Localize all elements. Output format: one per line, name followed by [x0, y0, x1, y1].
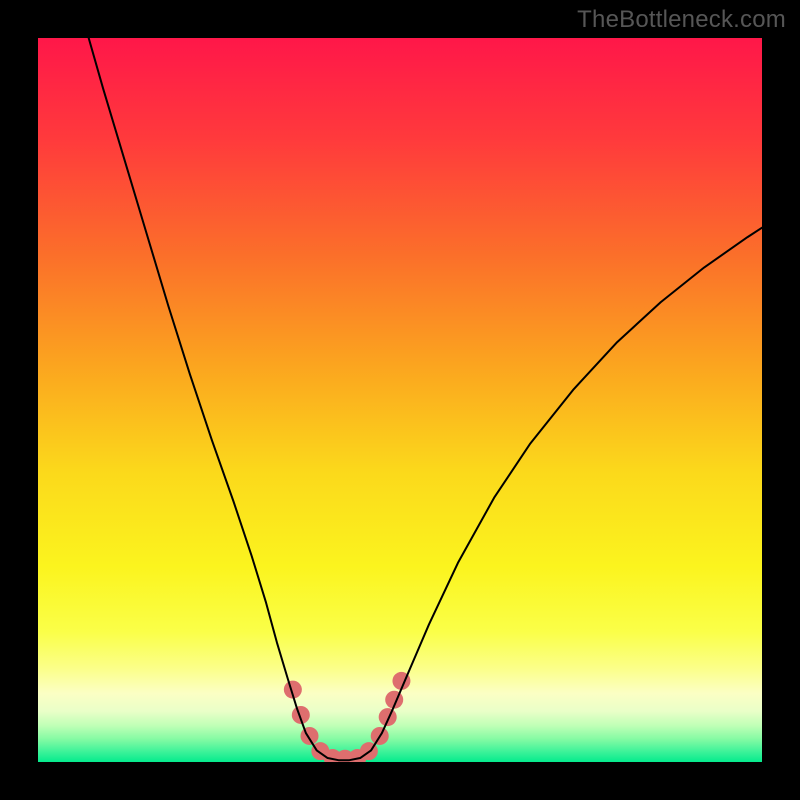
marker-dot	[379, 708, 397, 726]
plot-area	[38, 38, 762, 762]
watermark-text: TheBottleneck.com	[577, 6, 786, 34]
marker-dot	[301, 727, 319, 745]
chart-svg	[38, 38, 762, 762]
gradient-background	[38, 38, 762, 762]
